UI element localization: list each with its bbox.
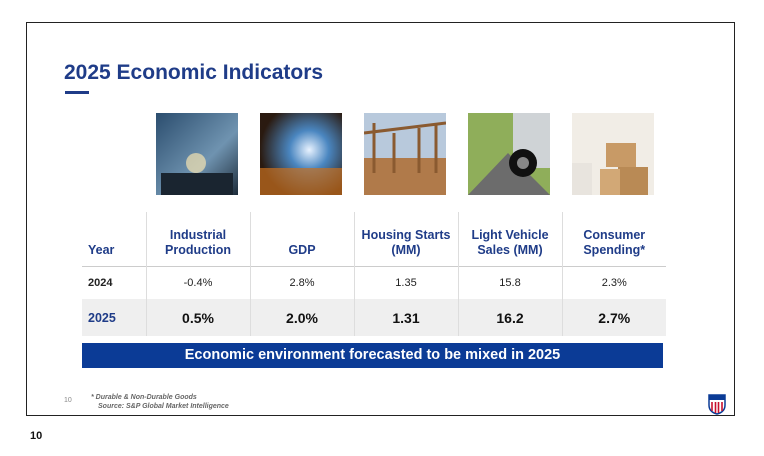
table-cell: 0.5% bbox=[145, 299, 250, 336]
table-row: 2025 0.5% 2.0% 1.31 16.2 2.7% bbox=[82, 299, 666, 336]
column-header: Industrial Production bbox=[145, 212, 250, 267]
slide-number: 10 bbox=[64, 397, 72, 404]
image-spending bbox=[572, 113, 654, 195]
table-row: 2024 -0.4% 2.8% 1.35 15.8 2.3% bbox=[82, 266, 666, 299]
table-cell: 2025 bbox=[82, 299, 146, 336]
column-header: Year bbox=[88, 243, 115, 257]
indicators-table: Year Industrial Production GDP Housing Star… bbox=[82, 212, 666, 336]
table-cell: 2.7% bbox=[561, 299, 666, 336]
column-header: Housing Starts (MM) bbox=[353, 212, 458, 267]
title-underline bbox=[65, 91, 89, 94]
title: 2025 Economic Indicators bbox=[64, 61, 324, 84]
table-cell: 1.35 bbox=[353, 266, 458, 299]
table-cell: 2.0% bbox=[249, 299, 354, 336]
image-vehicle bbox=[468, 113, 550, 195]
table-cell: 2.8% bbox=[249, 266, 354, 299]
footnote: Source: S&P Global Market Intelligence bbox=[98, 403, 229, 410]
footnotes: * Durable & Non-Durable Goods Source: S&… bbox=[91, 393, 229, 411]
table-cell: 16.2 bbox=[457, 299, 562, 336]
table-cell: 2.3% bbox=[561, 266, 666, 299]
column-header: GDP bbox=[249, 212, 354, 267]
table-cell: -0.4% bbox=[145, 266, 250, 299]
table-cell: 1.31 bbox=[353, 299, 458, 336]
footnote: * Durable & Non-Durable Goods bbox=[91, 394, 197, 401]
column-header: Light Vehicle Sales (MM) bbox=[457, 212, 562, 267]
slide: 2025 Economic Indicators Year Industrial … bbox=[26, 22, 735, 416]
table-cell: 2024 bbox=[82, 266, 146, 299]
image-housing bbox=[364, 113, 446, 195]
column-header: Consumer Spending* bbox=[561, 212, 666, 267]
table-cell: 15.8 bbox=[457, 266, 562, 299]
image-industrial bbox=[156, 113, 238, 195]
logo bbox=[708, 394, 726, 415]
page-number: 10 bbox=[30, 430, 43, 442]
banner: Economic environment forecasted to be mi… bbox=[82, 343, 663, 368]
image-gdp bbox=[260, 113, 342, 195]
